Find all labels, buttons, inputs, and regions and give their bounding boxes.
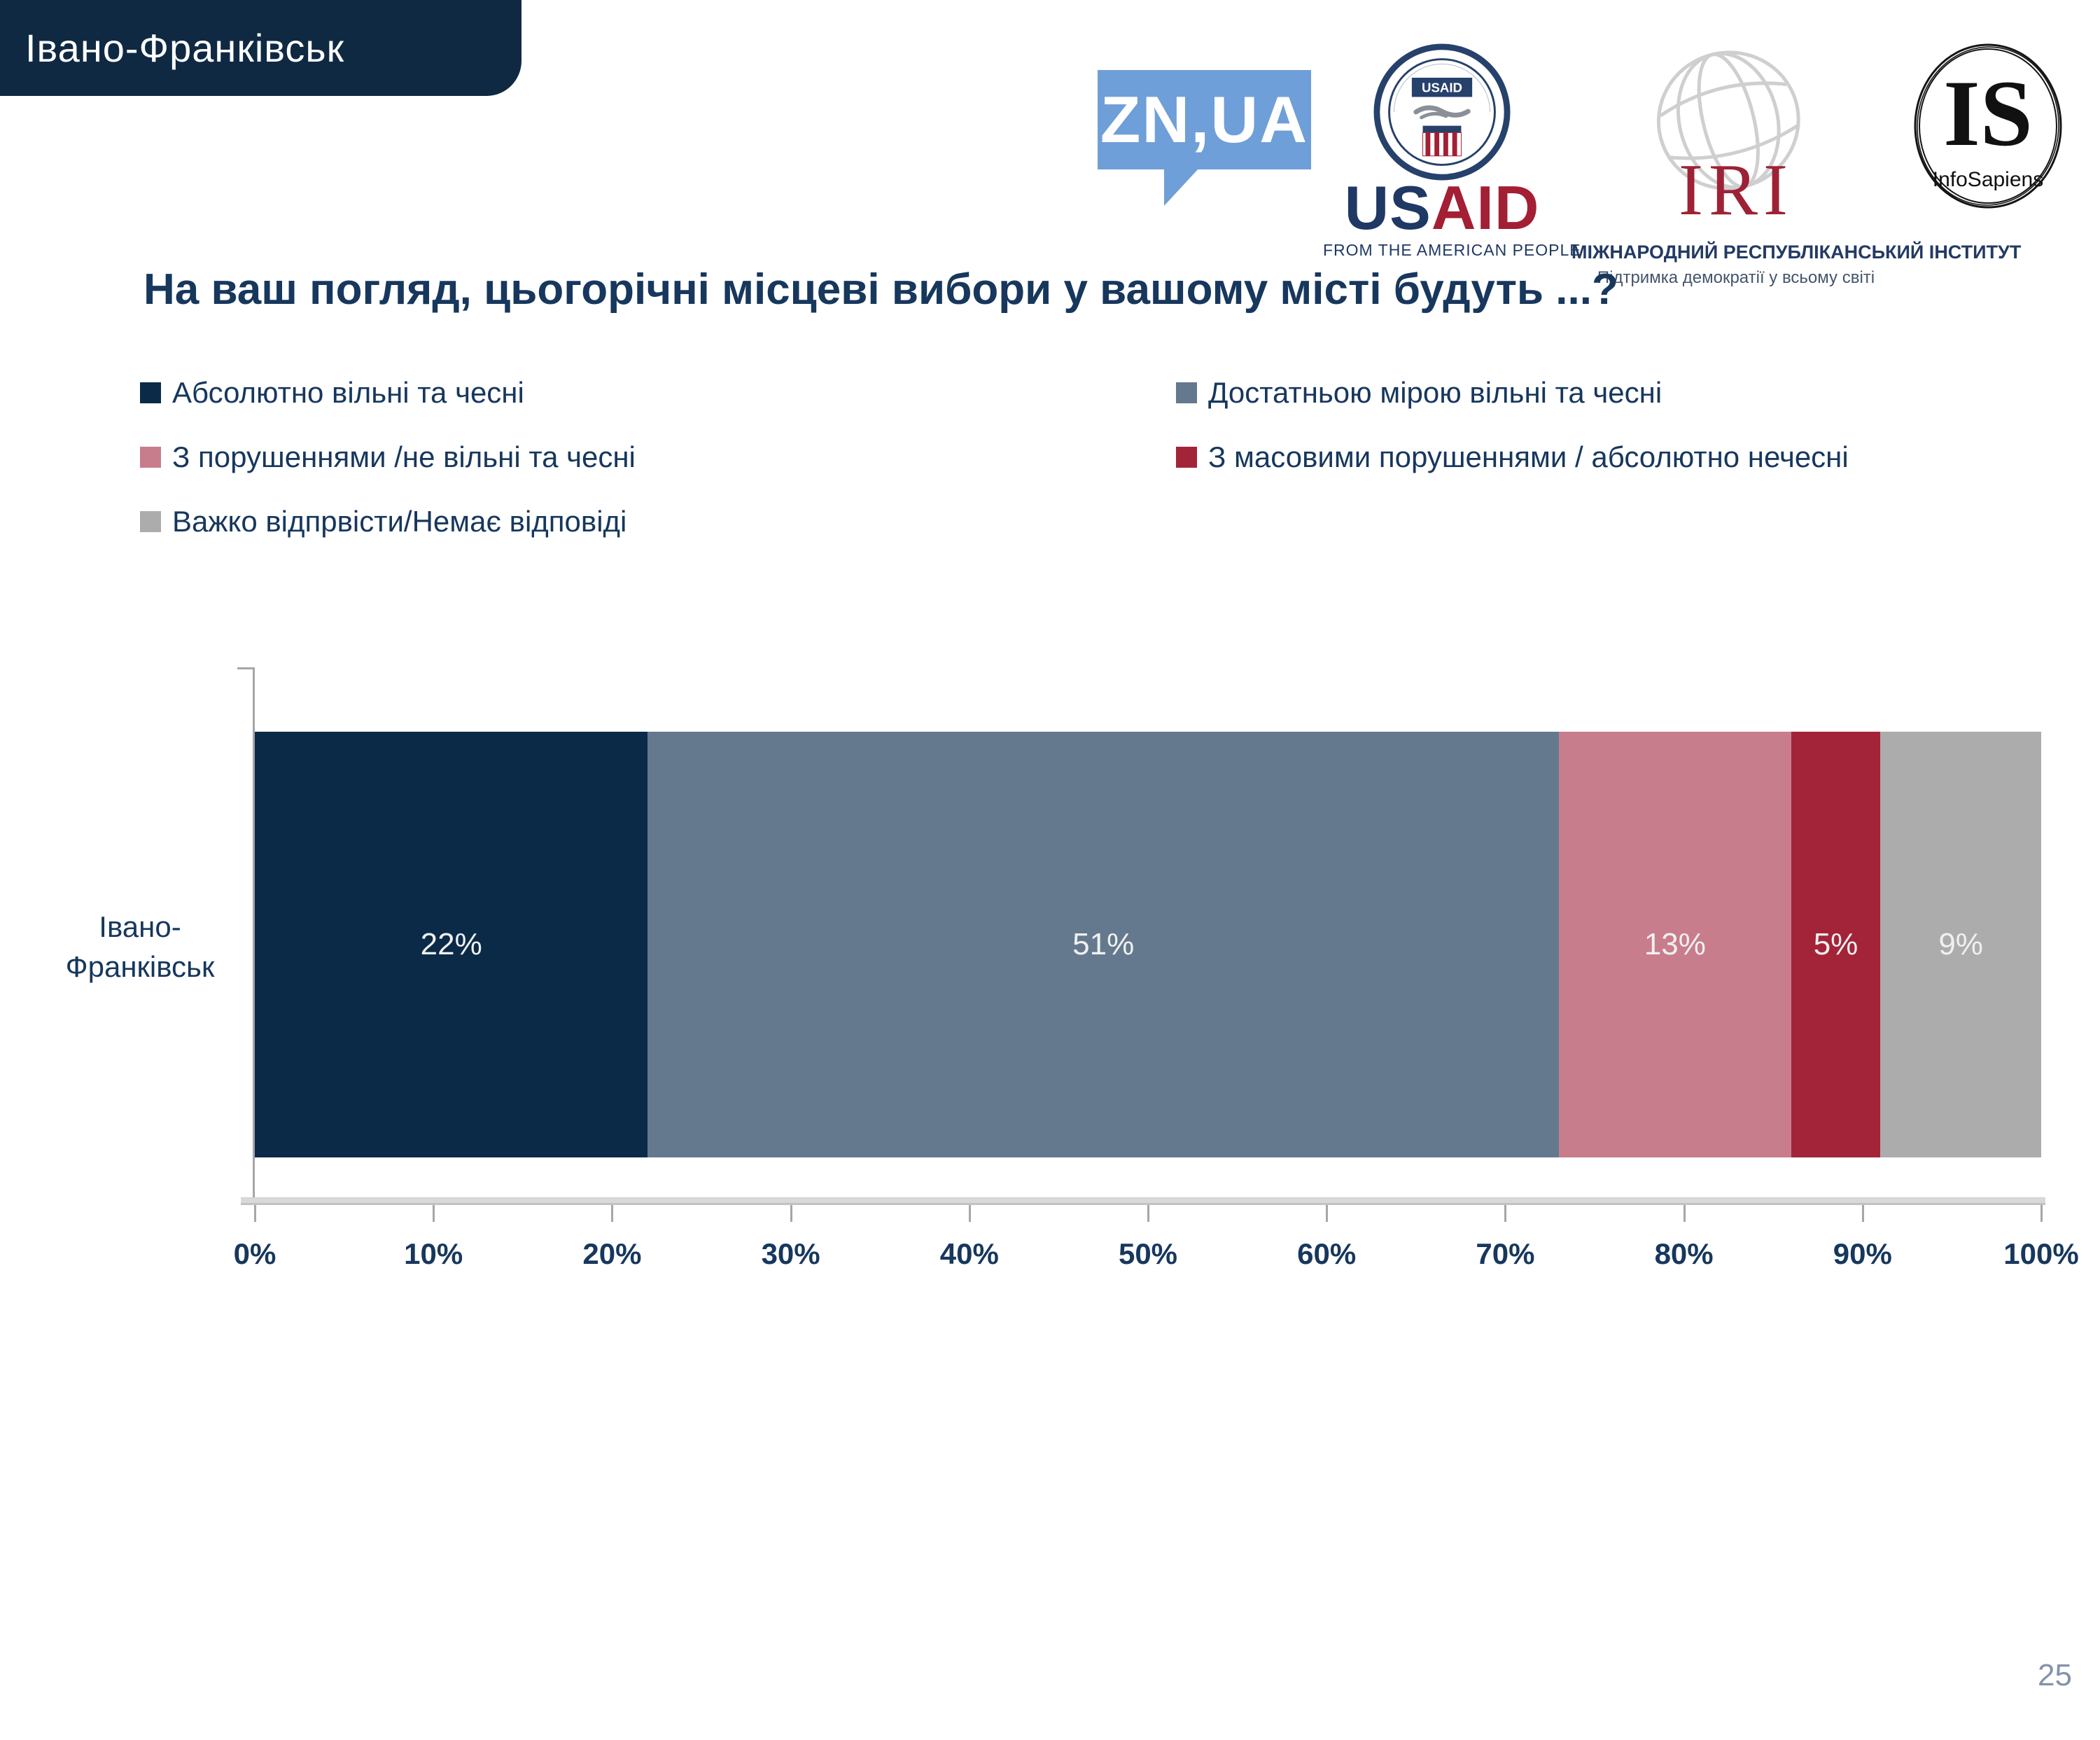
y-axis-line — [253, 667, 255, 1199]
infosapiens-name: InfoSapiens — [1932, 168, 2044, 191]
bar-segment: 5% — [1791, 732, 1881, 1157]
legend-swatch-icon — [1176, 447, 1197, 468]
x-axis-tick-mark — [1147, 1205, 1149, 1222]
bar-segment: 9% — [1880, 732, 2041, 1157]
x-axis-tick-label: 100% — [2003, 1237, 2079, 1270]
legend-label: Абсолютно вільні та чесні — [172, 376, 524, 409]
legend-item: Абсолютно вільні та чесні — [140, 376, 1176, 409]
infosapiens-rings-icon — [1914, 43, 2062, 209]
category-label-line1: Івано- — [99, 910, 181, 943]
legend-label: З масовими порушеннями / абсолютно нечес… — [1208, 440, 1849, 473]
legend-swatch-icon — [140, 382, 161, 403]
iri-globe-icon — [1656, 50, 1801, 190]
bar-segment-label: 51% — [1072, 927, 1135, 961]
znua-speech-tail-icon — [1164, 168, 1199, 206]
x-axis-tick-label: 40% — [939, 1237, 999, 1270]
usaid-wordmark-us: US — [1344, 173, 1432, 242]
legend-label: З порушеннями /не вільні та чесні — [172, 440, 636, 473]
bar-segment-label: 9% — [1938, 927, 1983, 961]
bar-segment: 22% — [255, 732, 648, 1157]
legend-swatch-icon — [1176, 382, 1197, 403]
question-title: На ваш погляд, цьогорічні місцеві вибори… — [144, 265, 1618, 314]
bar-segment-label: 5% — [1813, 927, 1858, 961]
legend: Абсолютно вільні та чесні Достатньою міро… — [140, 376, 1849, 538]
legend-item: З порушеннями /не вільні та чесні — [140, 440, 1176, 473]
x-axis-tick-label: 10% — [404, 1237, 463, 1270]
x-axis-tick-label: 70% — [1476, 1237, 1535, 1270]
page-number: 25 — [2038, 1658, 2072, 1692]
x-axis-tick-label: 60% — [1297, 1237, 1357, 1270]
iri-logo: IRI МІЖНАРОДНИЙ РЕСПУБЛІКАНСЬКИЙ ІНСТИТУ… — [1572, 39, 2021, 287]
bar-segment: 51% — [648, 732, 1559, 1157]
x-axis-tick-label: 50% — [1118, 1237, 1178, 1270]
x-axis-tick-mark — [254, 1205, 256, 1222]
x-axis-tick-label: 80% — [1654, 1237, 1714, 1270]
usaid-seal-icon: USAID — [1373, 43, 1511, 181]
x-axis-line — [241, 1197, 2045, 1205]
legend-swatch-icon — [140, 447, 161, 468]
usaid-wordmark: USAID — [1323, 177, 1561, 239]
category-label: Івано- Франківськ — [35, 907, 245, 987]
iri-tagline: Підтримка демократії у всьому світі — [1597, 268, 1875, 287]
x-axis-tick-mark — [1326, 1205, 1329, 1222]
y-axis-top-tick — [237, 667, 253, 669]
x-axis-ticks: 0% 10% 20% 30% 40% 50% 60% 70% 80% 90% 100% — [234, 1205, 2079, 1282]
x-axis-tick-mark — [2040, 1205, 2043, 1222]
city-tab: Івано-Франківськ — [0, 0, 522, 96]
usaid-shield-icon — [1422, 125, 1462, 157]
znua-logo-text: ZN,UA — [1100, 83, 1309, 156]
x-axis-tick-mark — [1861, 1205, 1864, 1222]
iri-name-line: МІЖНАРОДНИЙ РЕСПУБЛІКАНСЬКИЙ ІНСТИТУТ — [1572, 242, 2022, 263]
x-axis-tick-mark — [790, 1205, 792, 1222]
category-label-line2: Франківськ — [65, 950, 215, 983]
legend-item: Важко відпрвісти/Немає відповіді — [140, 505, 1176, 538]
x-axis-tick-mark — [433, 1205, 435, 1222]
x-axis-tick-mark — [1683, 1205, 1686, 1222]
usaid-tagline: FROM THE AMERICAN PEOPLE — [1323, 241, 1581, 259]
bar-segment-label: 13% — [1644, 927, 1706, 961]
infosapiens-acronym: IS — [1943, 62, 2033, 166]
usaid-seal-text: USAID — [1422, 81, 1462, 95]
city-tab-label: Івано-Франківськ — [25, 26, 345, 70]
x-axis-tick-mark — [968, 1205, 971, 1222]
iri-acronym: IRI — [1679, 148, 1793, 230]
legend-label: Достатньою мірою вільні та чесні — [1208, 376, 1662, 409]
legend-label: Важко відпрвісти/Немає відповіді — [172, 505, 627, 538]
bar-segment: 13% — [1558, 732, 1791, 1157]
stacked-bar: 22% 51% 13% 5% 9% — [255, 732, 2041, 1157]
x-axis-tick-label: 0% — [233, 1237, 276, 1270]
usaid-logo: USAID USAID FROM THE AMERICAN PEOPLE — [1323, 43, 1581, 259]
bar-segment-label: 22% — [420, 927, 482, 961]
x-axis-tick-mark — [1504, 1205, 1507, 1222]
legend-item: З масовими порушеннями / абсолютно нечес… — [1176, 440, 1849, 473]
usaid-wordmark-aid: AID — [1431, 173, 1540, 242]
znua-logo: ZN,UA — [1098, 70, 1311, 169]
x-axis-tick-mark — [611, 1205, 614, 1222]
infosapiens-logo: IS InfoSapiens — [1907, 39, 2068, 214]
legend-swatch-icon — [140, 511, 161, 532]
x-axis-tick-label: 20% — [582, 1237, 642, 1270]
x-axis-tick-label: 30% — [761, 1237, 820, 1270]
legend-item: Достатньою мірою вільні та чесні — [1176, 376, 1849, 409]
x-axis-tick-label: 90% — [1833, 1237, 1892, 1270]
